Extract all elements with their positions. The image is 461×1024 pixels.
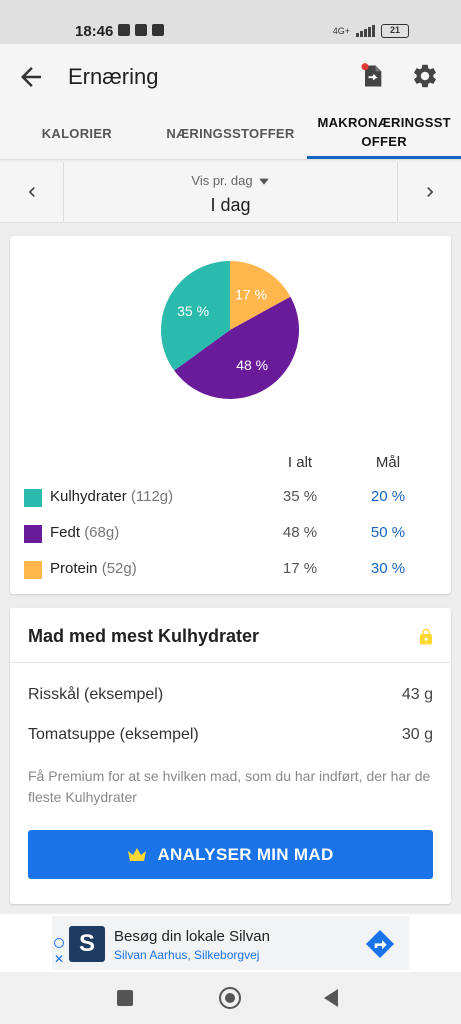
youtube-icon <box>152 24 164 36</box>
macro-grams: (68g) <box>84 524 120 541</box>
pie-slice-kulhydrater <box>161 261 230 371</box>
food-name: Tomatsuppe (eksempel) <box>28 726 199 743</box>
analyze-button-label: ANALYSER MIN MAD <box>157 844 334 864</box>
notification-icons <box>118 24 164 36</box>
current-date: I dag <box>210 195 251 215</box>
pie-slice-protein <box>230 261 291 330</box>
notification-icon <box>118 24 130 36</box>
lock-icon <box>420 628 432 645</box>
previous-day-button[interactable] <box>0 162 64 222</box>
chevron-left-icon <box>28 187 35 197</box>
macro-name: Protein <box>50 560 98 577</box>
network-type: 4G+ <box>332 26 350 36</box>
legend-swatch <box>24 561 42 579</box>
ad-banner: ✕ S Besøg din lokale Silvan Silvan Aarhu… <box>0 914 461 972</box>
signal-icon <box>356 25 375 37</box>
settings-button[interactable] <box>411 62 439 90</box>
macro-goal-percent[interactable]: 30 % <box>370 560 406 577</box>
status-bar: 18:46 4G+ 21 <box>0 0 461 44</box>
tab-kalorier[interactable]: KALORIER <box>41 126 112 141</box>
ad-logo: S <box>69 926 105 962</box>
date-navigator: Vis pr. dag I dag <box>0 162 461 223</box>
system-back-button[interactable] <box>324 989 338 1007</box>
tab-bar: KALORIER NÆRINGSSTOFFER MAKRONÆRINGSSTOF… <box>0 108 461 160</box>
crown-icon <box>128 847 147 861</box>
dropdown-arrow-icon <box>258 178 269 185</box>
legend-swatch <box>24 489 42 507</box>
legend-row-protein[interactable]: Protein (52g) 17 % 30 % <box>10 558 451 582</box>
macro-goal-percent[interactable]: 20 % <box>370 488 406 505</box>
directions-icon[interactable] <box>364 928 396 960</box>
legend-header-goal: Mål <box>375 454 401 471</box>
food-amount: 30 g <box>401 726 433 743</box>
gear-icon <box>414 64 436 88</box>
status-time: 18:46 <box>75 23 114 40</box>
pie-label-protein: 17 % <box>235 286 267 302</box>
ad-info-icon[interactable] <box>54 938 64 948</box>
legend-row-kulhydrater[interactable]: Kulhydrater (112g) 35 % 20 % <box>10 486 451 510</box>
legend-swatch <box>24 525 42 543</box>
tab-makronaeringsstoffer[interactable]: MAKRONÆRINGSSTOFFER <box>307 108 461 159</box>
status-right: 4G+ 21 <box>333 24 409 38</box>
next-day-button[interactable] <box>397 162 461 222</box>
macro-name: Fedt <box>50 524 81 541</box>
macro-actual-percent: 35 % <box>282 488 318 505</box>
system-nav-bar <box>0 972 461 1024</box>
battery-icon: 21 <box>381 24 409 38</box>
pie-label-kulhydrater: 35 % <box>177 303 209 319</box>
view-mode-label: Vis pr. dag <box>191 173 253 188</box>
macro-actual-percent: 48 % <box>282 524 318 541</box>
view-mode-dropdown[interactable]: Vis pr. dag <box>191 173 269 188</box>
legend-header-total: I alt <box>287 454 313 471</box>
ad-title: Besøg din lokale Silvan <box>114 928 270 945</box>
food-item: Risskål (eksempel) 43 g <box>28 686 433 704</box>
food-amount: 43 g <box>401 686 433 703</box>
macronutrient-chart-card: 17 % 48 % 35 % I alt Mål Kulhydrater (112g… <box>10 236 451 594</box>
divider <box>10 662 451 663</box>
macro-grams: (112g) <box>130 488 174 505</box>
tab-naeringsstoffer[interactable]: NÆRINGSSTOFFER <box>166 126 295 141</box>
macro-actual-percent: 17 % <box>282 560 318 577</box>
pie-label-fedt: 48 % <box>236 357 268 373</box>
analyze-food-button[interactable]: ANALYSER MIN MAD <box>28 830 433 879</box>
ad-close-icon[interactable]: ✕ <box>54 952 65 966</box>
arrow-back-icon <box>21 67 41 87</box>
page-title: Ernæring <box>68 64 159 89</box>
top-foods-card: Mad med mest Kulhydrater Risskål (eksemp… <box>10 608 451 904</box>
recent-apps-button[interactable] <box>117 990 133 1006</box>
ad-content[interactable]: ✕ S Besøg din lokale Silvan Silvan Aarhu… <box>52 916 409 970</box>
macro-name: Kulhydrater <box>50 488 127 505</box>
pie-slice-fedt <box>174 296 299 399</box>
ad-subtitle: Silvan Aarhus, Silkeborgvej <box>114 948 260 962</box>
top-foods-title: Mad med mest Kulhydrater <box>28 626 260 646</box>
home-button[interactable] <box>219 987 241 1009</box>
shield-icon <box>135 24 147 36</box>
macronutrient-pie-chart: 17 % 48 % 35 % <box>161 261 299 399</box>
premium-note: Få Premium for at se hvilken mad, som du… <box>28 768 431 805</box>
export-button[interactable] <box>358 62 386 90</box>
app-bar: Ernæring <box>0 44 461 108</box>
date-selector[interactable]: Vis pr. dag I dag <box>64 162 397 222</box>
macro-goal-percent[interactable]: 50 % <box>370 524 406 541</box>
back-button[interactable] <box>16 62 46 92</box>
legend-row-fedt[interactable]: Fedt (68g) 48 % 50 % <box>10 522 451 546</box>
food-name: Risskål (eksempel) <box>28 686 164 703</box>
file-export-icon <box>361 63 382 87</box>
food-item: Tomatsuppe (eksempel) 30 g <box>28 726 433 744</box>
chevron-right-icon <box>426 187 433 197</box>
macro-grams: (52g) <box>101 560 137 577</box>
